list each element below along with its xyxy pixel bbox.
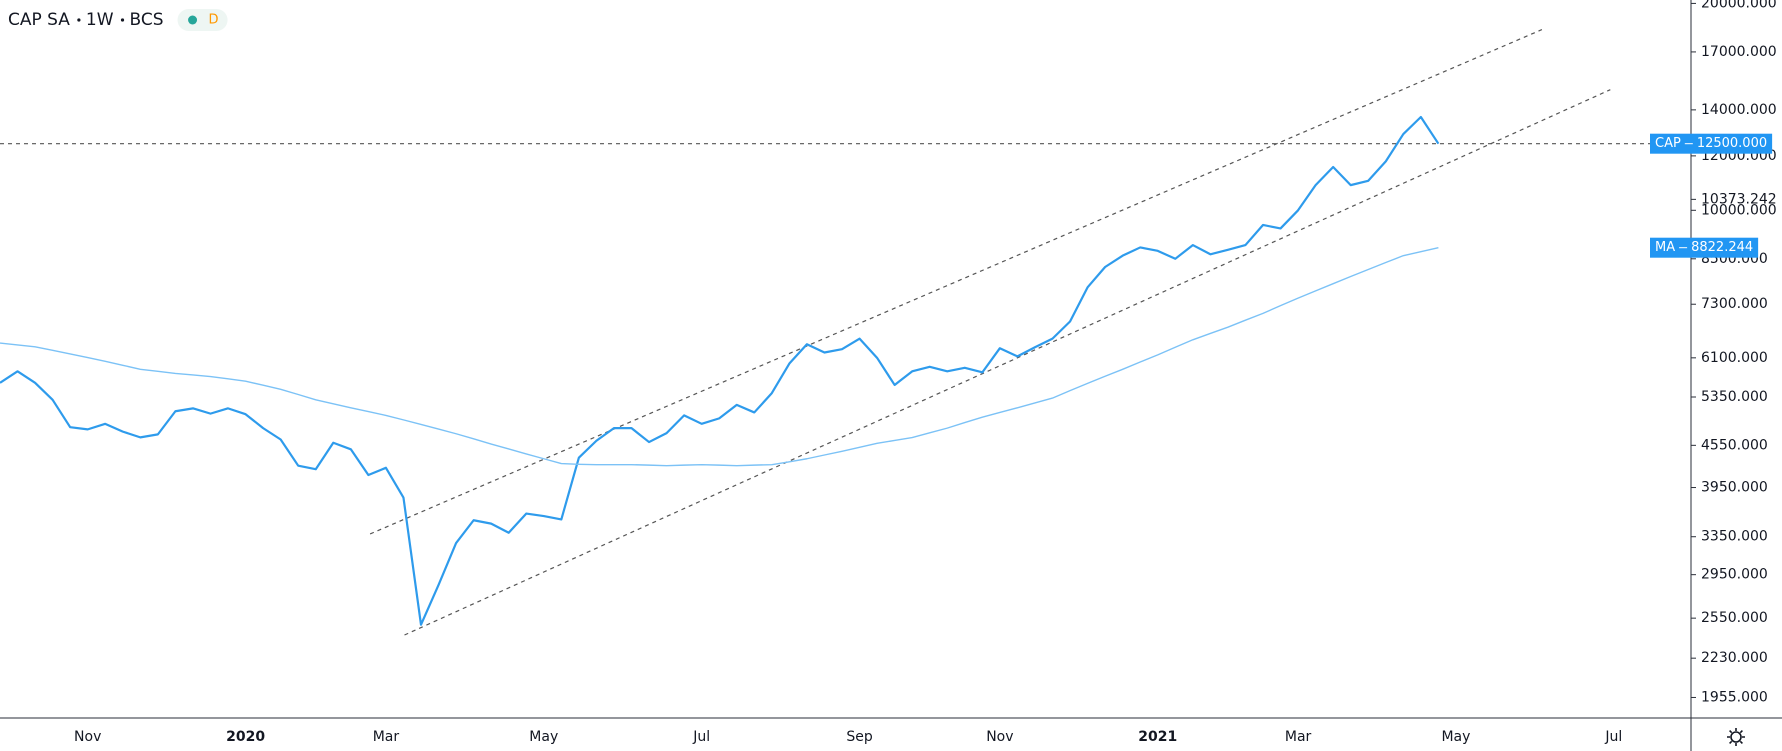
exchange: BCS (130, 10, 164, 30)
y-tick-label: 2950.000 (1701, 567, 1768, 583)
status-badge[interactable] (177, 9, 228, 31)
plot-area (0, 29, 1650, 636)
x-tick-label: 2021 (1138, 729, 1177, 745)
market-status-dot (188, 15, 198, 25)
y-tick-label: 2230.000 (1701, 650, 1768, 666)
label-box (1650, 237, 1759, 258)
interval: 1W (86, 10, 114, 30)
y-tick-label: 7300.000 (1701, 296, 1768, 312)
y-tick-label: 6100.000 (1701, 350, 1768, 366)
separator-dot (120, 18, 125, 22)
x-tick-label: Mar (1285, 729, 1312, 745)
label-box (1650, 133, 1773, 154)
y-tick-label: 4550.000 (1701, 437, 1768, 453)
last-value: 12500.000 (1697, 136, 1767, 151)
x-tick-label: Sep (846, 729, 873, 745)
series-name: MA (1655, 240, 1675, 255)
x-tick-label: Jul (692, 729, 710, 745)
axes: 20000.00017000.00014000.00012000.0001037… (74, 0, 1777, 745)
gear-core (1730, 731, 1742, 743)
y-tick-label: 2550.000 (1701, 610, 1768, 626)
x-tick-label: May (1441, 729, 1470, 745)
settings-icon[interactable] (1727, 728, 1745, 746)
gear-teeth (1727, 728, 1745, 746)
y-tick-label: 3950.000 (1701, 480, 1768, 496)
x-tick-label: Jul (1604, 729, 1622, 745)
y-tick-label: 1955.000 (1701, 689, 1768, 705)
price-line (0, 115, 1440, 626)
y-tick-label: 10000.000 (1701, 202, 1777, 218)
y-tick-label: 17000.000 (1701, 44, 1777, 60)
series-name: CAP (1655, 136, 1681, 151)
last-value: 8822.244 (1691, 240, 1753, 255)
last-value-label: MA 8822.244 (1650, 237, 1759, 258)
x-tick-label: Nov (74, 729, 101, 745)
header: CAP SA 1W BCS D (8, 9, 228, 31)
symbol-name: CAP SA (8, 10, 70, 30)
y-tick-label: 10373.242 (1701, 191, 1777, 207)
separator-dot (77, 18, 81, 22)
y-tick-label: 3350.000 (1701, 529, 1768, 545)
x-tick-label: 2020 (226, 729, 265, 745)
x-tick-label: Mar (373, 729, 400, 745)
last-value-label: CAP 12500.000 (1650, 133, 1773, 154)
x-tick-label: May (529, 729, 558, 745)
y-tick-label: 5350.000 (1701, 389, 1768, 405)
data-delay-badge: D (209, 13, 219, 28)
x-tick-label: Nov (986, 729, 1013, 745)
y-tick-label: 14000.000 (1701, 102, 1777, 118)
y-tick-label: 20000.000 (1701, 0, 1777, 11)
price-line (0, 247, 1439, 467)
